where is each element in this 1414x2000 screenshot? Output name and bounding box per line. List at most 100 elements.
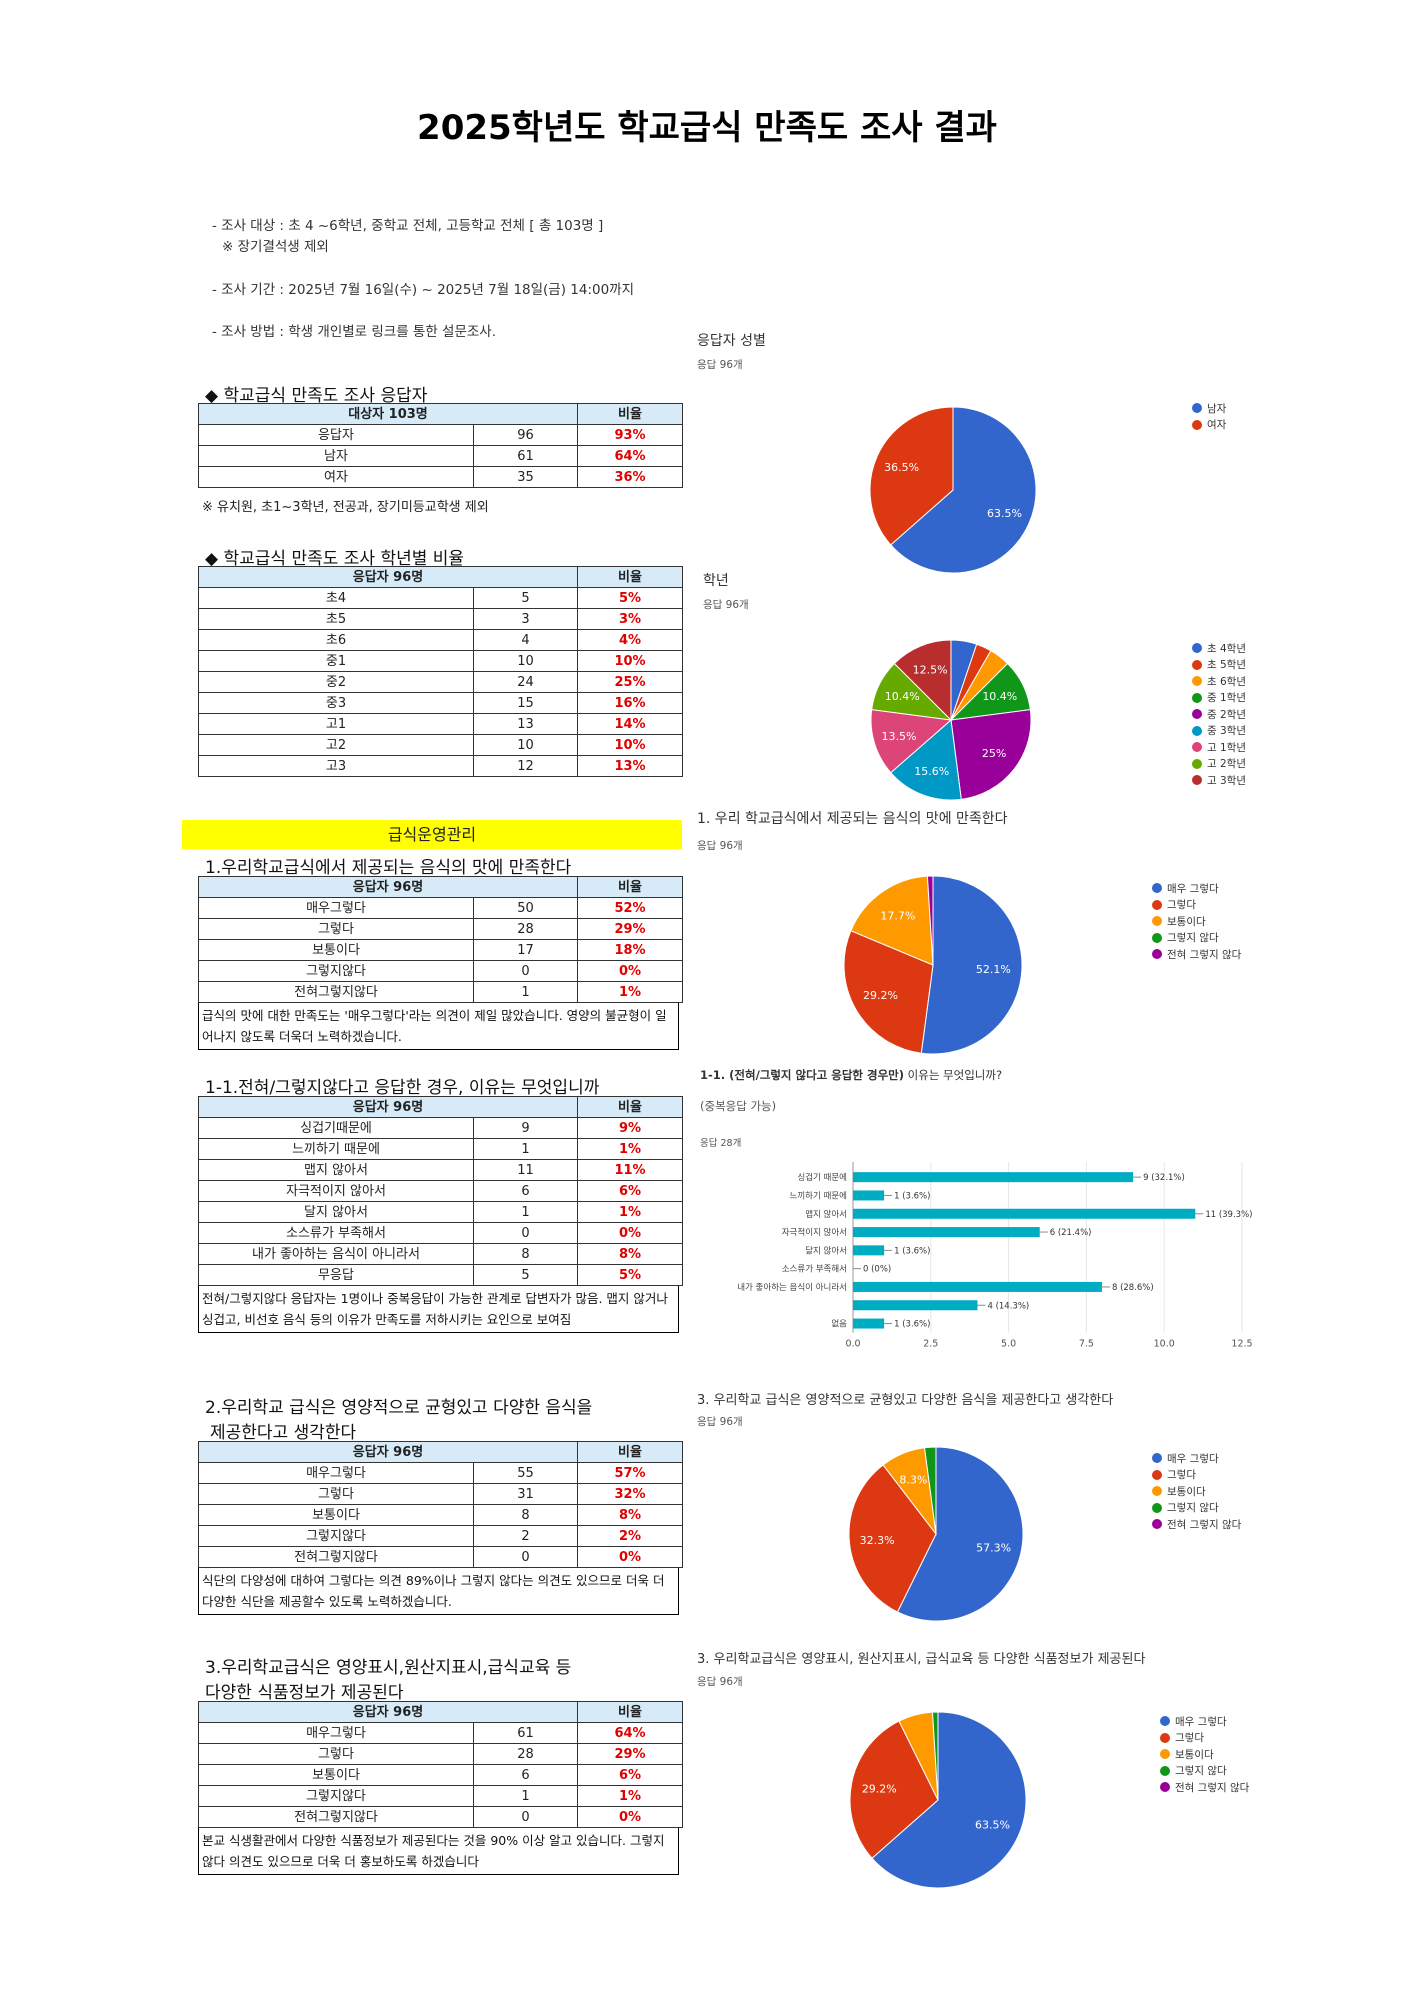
category-label: 소스류가 부족해서 <box>782 1265 847 1275</box>
respondents-heading: ◆ 학교급식 만족도 조사 응답자 <box>205 386 428 406</box>
legend-swatch-icon <box>1192 775 1202 786</box>
row-count-cell: 12 <box>473 755 578 777</box>
bar-data-label: 1 (3.6%) <box>894 1320 930 1330</box>
header-cell: 대상자 103명 <box>197 403 579 425</box>
pie-slice <box>896 1446 1024 1622</box>
row-count-cell: 9 <box>473 1117 578 1139</box>
row-label-cell: 보통이다 <box>198 1764 474 1786</box>
legend-item: 전혀 그렇지 않다 <box>1152 946 1241 963</box>
q11-heading: 1-1.전혀/그렇지않다고 응답한 경우, 이유는 무엇입니까 <box>205 1078 600 1098</box>
legend-item: 여자 <box>1192 417 1226 434</box>
legend-swatch-icon <box>1152 932 1162 943</box>
legend-item: 그렇다 <box>1152 897 1241 914</box>
pie-slice <box>848 1464 937 1613</box>
q1-heading: 1.우리학교급식에서 제공되는 음식의 맛에 만족한다 <box>205 858 572 878</box>
legend-item: 전혀 그렇지 않다 <box>1160 1779 1249 1796</box>
table-row: 전혀그렇지않다 0 0% <box>198 1806 683 1828</box>
row-label-cell: 여자 <box>198 466 474 488</box>
respondents-table-wrap: 대상자 103명 비율 응답자 96 93% 남자 61 64% 여자 35 36% <box>197 403 684 488</box>
pie-data-label: 29.2% <box>863 989 898 1002</box>
legend-swatch-icon <box>1160 1765 1170 1776</box>
q11-chart-title-bold: 1-1. (전혀/그렇지 않다고 응답한 경우만) <box>700 1068 904 1082</box>
q11-chart-title-rest: 이유는 무엇입니까? <box>904 1068 1003 1082</box>
row-pct-cell: 10% <box>577 650 683 672</box>
row-label-cell: 초4 <box>198 587 474 609</box>
header-cell: 응답자 96명 <box>198 1096 578 1118</box>
table-row: 그렇지않다 2 2% <box>198 1525 683 1547</box>
respondents-table: 대상자 103명 비율 응답자 96 93% 남자 61 64% 여자 35 36% <box>197 403 684 488</box>
table-header-row: 응답자 96명 비율 <box>198 876 683 898</box>
q2-pie-chart: 57.3% 32.3% 8.3% <box>848 1446 1024 1622</box>
legend-label: 그렇지 않다 <box>1175 1765 1227 1778</box>
q3-table-wrap: 응답자 96명 비율 매우그렇다 61 64% 그렇다 28 29% 보통이다 6 6% 그렇지않다 1… <box>198 1701 683 1875</box>
pie-slice <box>850 875 934 966</box>
row-pct-cell: 93% <box>577 424 684 446</box>
bar <box>853 1208 1196 1219</box>
row-pct-cell: 32% <box>577 1483 683 1505</box>
row-label-cell: 초6 <box>198 629 474 651</box>
q3-heading-line2: 다양한 식품정보가 제공된다 <box>205 1683 404 1703</box>
table-row: 중3 15 16% <box>198 692 683 714</box>
grade-chart-title: 학년 <box>703 573 729 589</box>
legend-label: 중 1학년 <box>1207 692 1246 705</box>
pie-data-label: 8.3% <box>899 1473 927 1486</box>
gender-pie-chart: 63.5% 36.5% <box>869 406 1037 574</box>
row-count-cell: 8 <box>473 1243 578 1265</box>
row-label-cell: 중2 <box>198 671 474 693</box>
row-count-cell: 35 <box>472 466 579 488</box>
category-label: 내가 좋아하는 음식이 아니라서 <box>737 1282 847 1293</box>
legend-label: 그렇다 <box>1175 1732 1204 1745</box>
q11-chart-note: (중복응답 가능) <box>700 1099 777 1113</box>
row-count-cell: 0 <box>473 1222 578 1244</box>
row-pct-cell: 36% <box>577 466 684 488</box>
row-label-cell: 그렇다 <box>198 1483 474 1505</box>
row-pct-cell: 1% <box>577 1785 683 1807</box>
row-pct-cell: 52% <box>577 897 683 919</box>
q1-chart-title: 1. 우리 학교급식에서 제공되는 음식의 맛에 만족한다 <box>697 811 1008 827</box>
row-pct-cell: 11% <box>577 1159 683 1181</box>
row-count-cell: 4 <box>473 629 578 651</box>
legend-swatch-icon <box>1160 1716 1170 1727</box>
row-label-cell: 중1 <box>198 650 474 672</box>
table-header-row: 응답자 96명 비율 <box>198 566 683 588</box>
gender-chart-subtitle: 응답 96개 <box>697 359 743 371</box>
q1-table-wrap: 응답자 96명 비율 매우그렇다 50 52% 그렇다 28 29% 보통이다 17 18% 그렇지않… <box>198 876 683 1050</box>
row-pct-cell: 1% <box>577 981 683 1003</box>
table-row: 전혀그렇지않다 0 0% <box>198 1546 683 1568</box>
pie-data-label: 25% <box>982 747 1006 760</box>
table-row: 그렇다 28 29% <box>198 918 683 940</box>
row-label-cell: 소스류가 부족해서 <box>198 1222 474 1244</box>
legend-label: 매우 그렇다 <box>1167 1452 1219 1465</box>
legend-swatch-icon <box>1192 676 1202 687</box>
row-label-cell: 남자 <box>198 445 474 467</box>
legend-swatch-icon <box>1160 1749 1170 1760</box>
table-row: 보통이다 8 8% <box>198 1504 683 1526</box>
pie-data-label: 17.7% <box>880 910 915 923</box>
row-count-cell: 24 <box>473 671 578 693</box>
legend-item: 매우 그렇다 <box>1152 880 1241 897</box>
q2-chart-subtitle: 응답 96개 <box>697 1416 743 1428</box>
legend-swatch-icon <box>1192 419 1202 430</box>
row-count-cell: 28 <box>473 1743 578 1765</box>
legend-swatch-icon <box>1152 883 1162 894</box>
table-row: 매우그렇다 55 57% <box>198 1462 683 1484</box>
q1-chart-legend: 매우 그렇다 그렇다 보통이다 그렇지 않다 전혀 그렇지 않다 <box>1152 880 1241 963</box>
table-header-row: 대상자 103명 비율 <box>197 403 684 425</box>
ops-section-title: 급식운영관리 <box>182 820 682 849</box>
row-label-cell: 그렇지않다 <box>198 1525 474 1547</box>
gender-chart-legend: 남자 여자 <box>1192 400 1226 433</box>
legend-swatch-icon <box>1152 1469 1162 1480</box>
pie-slice <box>950 709 1032 800</box>
row-pct-cell: 13% <box>577 755 683 777</box>
header-cell: 응답자 96명 <box>198 876 578 898</box>
legend-swatch-icon <box>1192 709 1202 720</box>
q11-chart-title: 1-1. (전혀/그렇지 않다고 응답한 경우만) 이유는 무엇입니까? <box>700 1067 1002 1083</box>
table-row: 보통이다 17 18% <box>198 939 683 961</box>
category-label: 자극적이지 않아서 <box>782 1227 847 1238</box>
pie-data-label: 12.5% <box>913 664 948 677</box>
category-label: 달지 않아서 <box>805 1245 847 1256</box>
row-label-cell: 매우그렇다 <box>198 1462 474 1484</box>
legend-label: 그렇지 않다 <box>1167 932 1219 945</box>
row-count-cell: 0 <box>473 1806 578 1828</box>
row-count-cell: 0 <box>473 960 578 982</box>
